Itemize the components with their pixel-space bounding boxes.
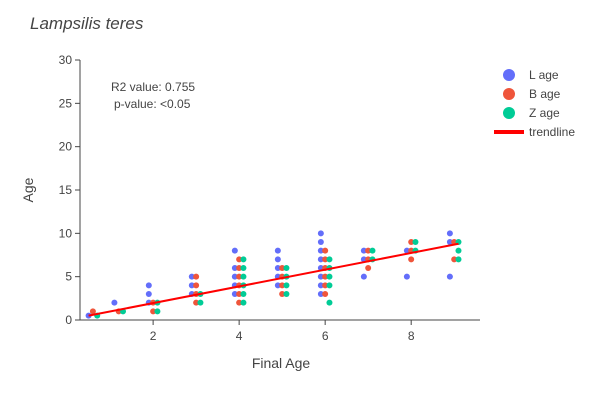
point-l-age[interactable] xyxy=(317,230,324,237)
point-l-age[interactable] xyxy=(403,273,410,280)
point-l-age[interactable] xyxy=(360,247,367,254)
point-b-age[interactable] xyxy=(322,256,329,263)
y-tick-label: 15 xyxy=(59,183,73,197)
x-ticks: 2 4 6 8 xyxy=(150,320,415,343)
legend[interactable]: L age B age Z age trendline xyxy=(494,68,575,139)
y-tick-label: 20 xyxy=(59,140,73,154)
legend-marker-z-age[interactable] xyxy=(503,107,515,119)
y-ticks: 0 5 10 15 20 25 30 xyxy=(59,53,80,327)
point-l-age[interactable] xyxy=(360,273,367,280)
point-b-age[interactable] xyxy=(279,265,286,271)
point-l-age[interactable] xyxy=(188,273,195,280)
point-l-age[interactable] xyxy=(231,247,238,254)
point-b-age[interactable] xyxy=(322,247,329,254)
legend-marker-b-age[interactable] xyxy=(503,88,515,100)
point-b-age[interactable] xyxy=(408,239,415,245)
x-tick-label: 8 xyxy=(408,329,415,343)
point-b-age[interactable] xyxy=(193,273,200,280)
point-b-age[interactable] xyxy=(279,291,286,297)
y-tick-label: 25 xyxy=(59,96,73,110)
chart-title: Lampsilis teres xyxy=(30,14,144,33)
y-tick-label: 10 xyxy=(59,226,73,240)
point-b-age[interactable] xyxy=(236,265,243,271)
point-l-age[interactable] xyxy=(317,273,324,280)
point-l-age[interactable] xyxy=(231,273,238,280)
x-tick-label: 6 xyxy=(322,329,329,343)
point-l-age[interactable] xyxy=(274,247,281,254)
point-l-age[interactable] xyxy=(231,265,238,271)
point-l-age[interactable] xyxy=(111,299,118,306)
point-z-age[interactable] xyxy=(240,273,247,280)
y-axis-title: Age xyxy=(20,177,36,202)
point-l-age[interactable] xyxy=(231,291,238,297)
point-z-age[interactable] xyxy=(240,265,247,271)
point-b-age[interactable] xyxy=(322,282,329,289)
point-b-age[interactable] xyxy=(89,308,96,315)
point-z-age[interactable] xyxy=(412,239,419,245)
point-l-age[interactable] xyxy=(446,239,453,245)
point-b-age[interactable] xyxy=(408,256,415,263)
point-z-age[interactable] xyxy=(283,282,290,289)
point-z-age[interactable] xyxy=(283,291,290,297)
annotation-p-value: p-value: <0.05 xyxy=(114,97,191,111)
point-b-age[interactable] xyxy=(365,265,372,271)
point-l-age[interactable] xyxy=(317,291,324,297)
annotation-r2: R2 value: 0.755 xyxy=(111,80,195,94)
point-z-age[interactable] xyxy=(326,299,333,306)
point-l-age[interactable] xyxy=(145,282,152,289)
point-l-age[interactable] xyxy=(317,282,324,289)
point-l-age[interactable] xyxy=(145,291,152,297)
legend-label-l-age[interactable]: L age xyxy=(529,68,559,82)
y-tick-label: 30 xyxy=(59,53,73,67)
trendline-layer xyxy=(88,242,459,317)
point-z-age[interactable] xyxy=(283,265,290,271)
point-b-age[interactable] xyxy=(193,299,200,306)
point-l-age[interactable] xyxy=(317,247,324,254)
point-b-age[interactable] xyxy=(236,291,243,297)
trendline[interactable] xyxy=(88,242,459,317)
point-b-age[interactable] xyxy=(193,282,200,289)
x-tick-label: 4 xyxy=(236,329,243,343)
point-b-age[interactable] xyxy=(236,256,243,263)
point-b-age[interactable] xyxy=(236,273,243,280)
point-z-age[interactable] xyxy=(326,282,333,289)
point-b-age[interactable] xyxy=(451,256,458,263)
point-z-age[interactable] xyxy=(240,256,247,263)
point-b-age[interactable] xyxy=(279,282,286,289)
point-l-age[interactable] xyxy=(274,282,281,289)
legend-label-b-age[interactable]: B age xyxy=(529,87,561,101)
legend-label-z-age[interactable]: Z age xyxy=(529,106,560,120)
point-l-age[interactable] xyxy=(188,282,195,289)
point-z-age[interactable] xyxy=(154,308,161,315)
point-z-age[interactable] xyxy=(326,256,333,263)
point-l-age[interactable] xyxy=(446,273,453,280)
point-l-age[interactable] xyxy=(317,239,324,245)
point-l-age[interactable] xyxy=(274,256,281,263)
point-b-age[interactable] xyxy=(236,299,243,306)
point-b-age[interactable] xyxy=(365,247,372,254)
x-tick-label: 2 xyxy=(150,329,157,343)
point-l-age[interactable] xyxy=(403,247,410,254)
point-z-age[interactable] xyxy=(326,273,333,280)
x-axis-title: Final Age xyxy=(252,355,311,371)
point-z-age[interactable] xyxy=(455,247,462,254)
point-b-age[interactable] xyxy=(322,291,329,297)
point-z-age[interactable] xyxy=(197,299,204,306)
point-z-age[interactable] xyxy=(240,299,247,306)
point-b-age[interactable] xyxy=(150,308,157,315)
point-z-age[interactable] xyxy=(455,256,462,263)
legend-marker-l-age[interactable] xyxy=(503,69,515,81)
y-tick-label: 0 xyxy=(65,313,72,327)
point-b-age[interactable] xyxy=(322,273,329,280)
point-z-age[interactable] xyxy=(240,291,247,297)
y-tick-label: 5 xyxy=(65,270,72,284)
point-l-age[interactable] xyxy=(446,230,453,237)
point-z-age[interactable] xyxy=(369,247,376,254)
point-l-age[interactable] xyxy=(274,265,281,271)
legend-label-trendline[interactable]: trendline xyxy=(529,125,575,139)
point-l-age[interactable] xyxy=(317,256,324,263)
